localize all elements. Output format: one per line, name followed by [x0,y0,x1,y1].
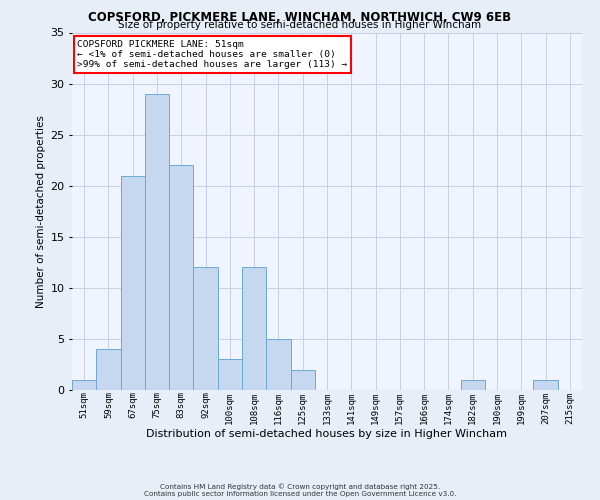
Text: Contains public sector information licensed under the Open Government Licence v3: Contains public sector information licen… [144,491,456,497]
Bar [461,380,485,390]
Bar [218,360,242,390]
Bar [96,349,121,390]
Text: Contains HM Land Registry data © Crown copyright and database right 2025.: Contains HM Land Registry data © Crown c… [160,484,440,490]
Bar [193,268,218,390]
Bar [145,94,169,390]
Bar [533,380,558,390]
Bar [242,268,266,390]
Text: COPSFORD, PICKMERE LANE, WINCHAM, NORTHWICH, CW9 6EB: COPSFORD, PICKMERE LANE, WINCHAM, NORTHW… [88,11,512,24]
Bar [72,380,96,390]
Text: COPSFORD PICKMERE LANE: 51sqm
← <1% of semi-detached houses are smaller (0)
>99%: COPSFORD PICKMERE LANE: 51sqm ← <1% of s… [77,40,347,70]
Bar [169,166,193,390]
Bar [290,370,315,390]
Bar [266,339,290,390]
X-axis label: Distribution of semi-detached houses by size in Higher Wincham: Distribution of semi-detached houses by … [146,429,508,439]
Bar [121,176,145,390]
Text: Size of property relative to semi-detached houses in Higher Wincham: Size of property relative to semi-detach… [118,20,482,30]
Y-axis label: Number of semi-detached properties: Number of semi-detached properties [36,115,46,308]
